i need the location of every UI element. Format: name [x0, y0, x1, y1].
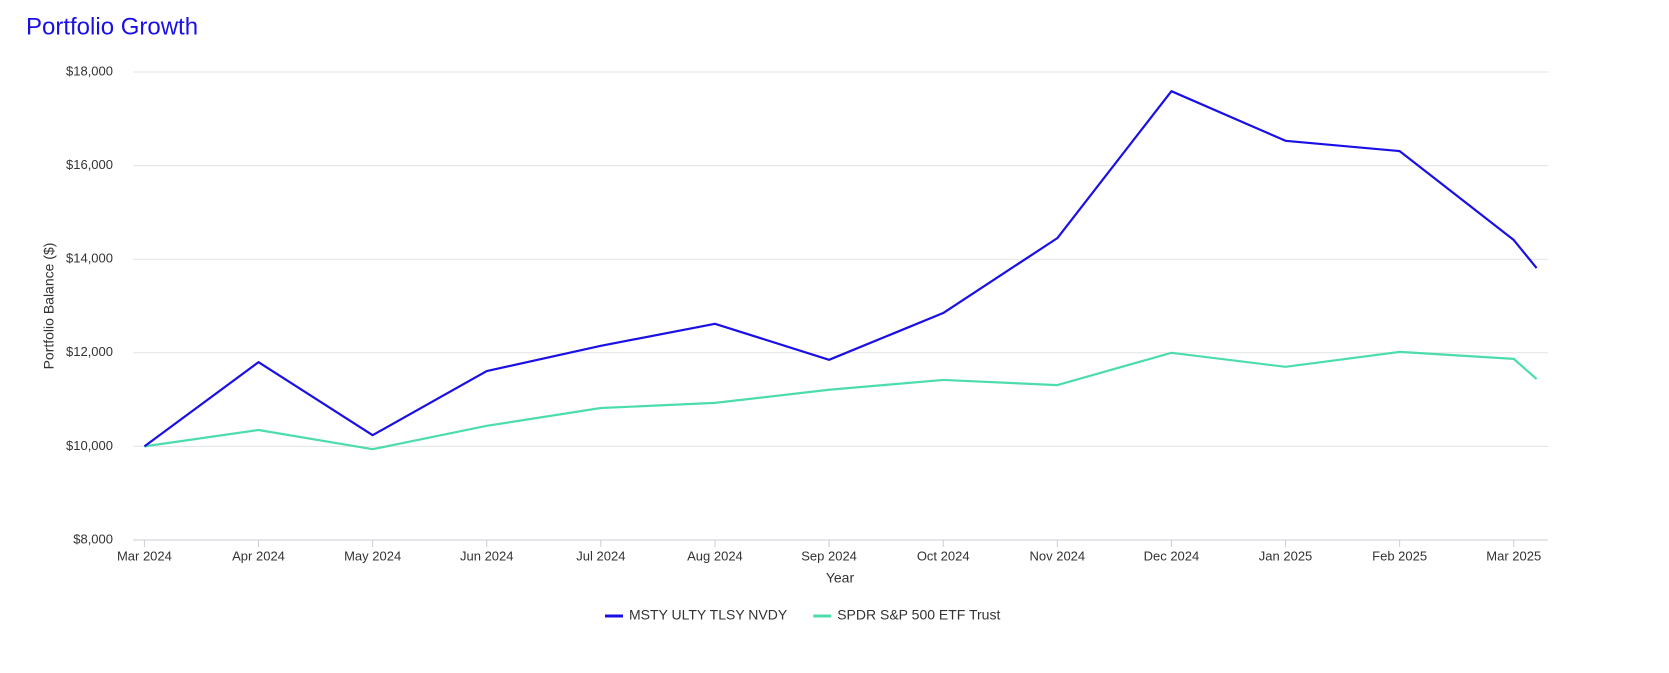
- x-tick-label: May 2024: [344, 548, 401, 563]
- x-tick-label: Dec 2024: [1144, 548, 1200, 563]
- x-tick-label: Sep 2024: [801, 548, 857, 563]
- y-axis-title: Portfolio Balance ($): [41, 243, 57, 370]
- x-tick-label: Aug 2024: [687, 548, 743, 563]
- x-axis-title: Year: [826, 570, 855, 586]
- y-tick-label: $10,000: [66, 438, 113, 453]
- y-tick-label: $8,000: [73, 531, 113, 546]
- series-line: [143, 90, 1538, 448]
- x-tick-label: Apr 2024: [232, 548, 285, 563]
- y-tick-label: $18,000: [66, 63, 113, 78]
- series-line: [144, 350, 1538, 451]
- x-tick-label: Oct 2024: [917, 548, 970, 563]
- x-tick-label: Nov 2024: [1029, 548, 1085, 563]
- y-tick-label: $14,000: [66, 251, 113, 266]
- x-tick-label: Feb 2025: [1372, 548, 1427, 563]
- x-tick-label: Mar 2025: [1486, 548, 1541, 563]
- y-tick-label: $16,000: [66, 157, 113, 172]
- x-tick-label: Mar 2024: [117, 548, 172, 563]
- x-tick-label: Jul 2024: [576, 548, 625, 563]
- chart-title: Portfolio Growth: [26, 13, 198, 40]
- y-tick-label: $12,000: [66, 344, 113, 359]
- x-tick-label: Jan 2025: [1259, 548, 1313, 563]
- legend-label: SPDR S&P 500 ETF Trust: [837, 607, 1000, 623]
- legend-label: MSTY ULTY TLSY NVDY: [629, 607, 788, 623]
- x-tick-label: Jun 2024: [460, 548, 514, 563]
